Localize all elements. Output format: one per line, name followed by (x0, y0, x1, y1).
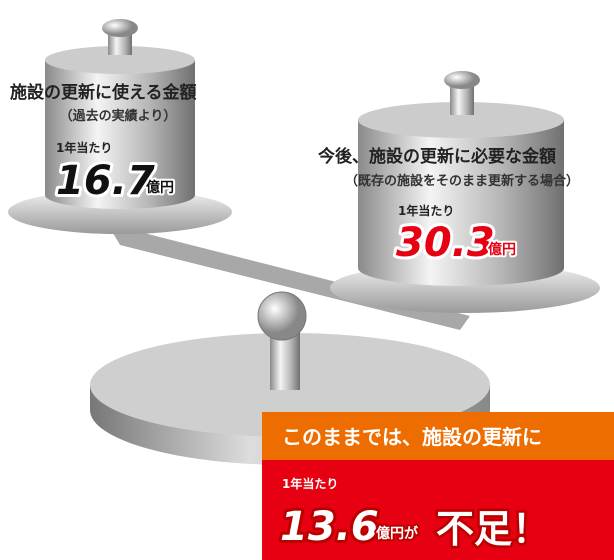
right-unit: 億円 (488, 241, 516, 258)
right-per-year: 1年当たり (398, 203, 454, 218)
left-title: 施設の更新に使える金額 (10, 82, 197, 103)
left-unit: 億円 (146, 179, 174, 196)
shortage-banner: このままでは、施設の更新に 1年当たり 13.6 億円が 不足！ (262, 412, 614, 560)
banner-unit: 億円が (376, 525, 419, 542)
page: {"left":{"title":"施設の更新に使える金額","subtitle… (0, 0, 614, 560)
right-title: 今後、施設の更新に必要な金額 (318, 146, 556, 167)
scale-illustration: 施設の更新に使える金額 （過去の実績より） 1年当たり 16.7 億円 今後、施… (0, 0, 614, 560)
banner-heading: このままでは、施設の更新に (282, 425, 542, 449)
left-amount: 16.7 (56, 158, 155, 204)
right-amount: 30.3 (396, 220, 495, 266)
left-subtitle: （過去の実績より） (60, 108, 177, 124)
banner-amount: 13.6 (280, 504, 379, 550)
banner-per-year: 1年当たり (282, 476, 338, 491)
right-subtitle: （既存の施設をそのまま更新する場合） (345, 173, 579, 189)
right-weight (330, 71, 600, 313)
banner-result: 不足！ (436, 507, 550, 551)
left-per-year: 1年当たり (56, 140, 112, 155)
